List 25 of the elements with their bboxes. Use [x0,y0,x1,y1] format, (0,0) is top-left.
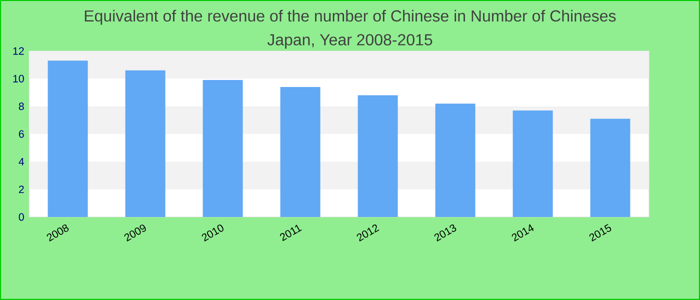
bar [48,60,88,218]
x-tick-label: 2008 [46,224,69,242]
bar [435,104,476,218]
y-tick-label: 10 [13,74,24,82]
y-tick-label: 12 [13,47,24,55]
bar [280,86,320,218]
x-tick-label: 2012 [356,224,380,242]
x-tick-label: 2013 [434,224,456,242]
x-tick-label: 2015 [589,224,612,242]
y-tick-label: 8 [18,102,24,110]
y-tick-label: 4 [18,158,24,166]
x-tick-label: 2009 [124,224,146,242]
bar [202,80,243,218]
x-tick-label: 2011 [280,224,302,242]
bar [590,118,630,218]
y-tick-label: 0 [18,213,24,221]
bar [512,110,553,218]
y-tick-label: 6 [18,130,24,138]
chart-title: Equivalent of the revenue of the number of Chinese in Number of Chineses [84,10,616,25]
y-tick-label: 2 [18,186,24,194]
bar [125,70,166,218]
x-tick-label: 2014 [512,224,534,242]
chart-subtitle: Japan, Year 2008-2015 [267,34,432,49]
bar [358,95,398,218]
x-tick-label: 2010 [202,224,224,242]
